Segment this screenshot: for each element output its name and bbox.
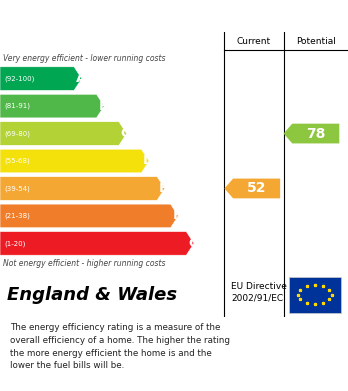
Text: (69-80): (69-80) [4, 130, 30, 137]
Text: (92-100): (92-100) [4, 75, 34, 82]
Text: (1-20): (1-20) [4, 240, 25, 247]
Text: 52: 52 [247, 181, 266, 196]
Text: A: A [76, 72, 86, 85]
Polygon shape [0, 122, 127, 145]
Polygon shape [0, 177, 165, 200]
Text: EU Directive
2002/91/EC: EU Directive 2002/91/EC [231, 282, 287, 303]
Bar [289, 276, 341, 312]
Polygon shape [0, 94, 104, 118]
Text: F: F [172, 210, 181, 222]
Text: B: B [98, 100, 108, 113]
Text: (39-54): (39-54) [4, 185, 30, 192]
Polygon shape [284, 124, 339, 143]
Text: G: G [188, 237, 199, 250]
Text: C: C [121, 127, 130, 140]
Text: (21-38): (21-38) [4, 213, 30, 219]
Text: (81-91): (81-91) [4, 103, 30, 109]
Text: Very energy efficient - lower running costs: Very energy efficient - lower running co… [3, 54, 166, 63]
Polygon shape [224, 179, 280, 198]
Text: England & Wales: England & Wales [7, 285, 177, 303]
Text: (55-68): (55-68) [4, 158, 30, 164]
Text: The energy efficiency rating is a measure of the
overall efficiency of a home. T: The energy efficiency rating is a measur… [10, 323, 230, 370]
Text: Potential: Potential [296, 36, 336, 45]
Text: E: E [159, 182, 168, 195]
Text: Current: Current [237, 36, 271, 45]
Polygon shape [0, 231, 194, 255]
Polygon shape [0, 149, 149, 173]
Text: Not energy efficient - higher running costs: Not energy efficient - higher running co… [3, 259, 166, 268]
Polygon shape [0, 67, 82, 90]
Text: Energy Efficiency Rating: Energy Efficiency Rating [9, 9, 219, 24]
Text: 78: 78 [306, 127, 325, 140]
Text: D: D [143, 154, 154, 167]
Polygon shape [0, 204, 178, 228]
